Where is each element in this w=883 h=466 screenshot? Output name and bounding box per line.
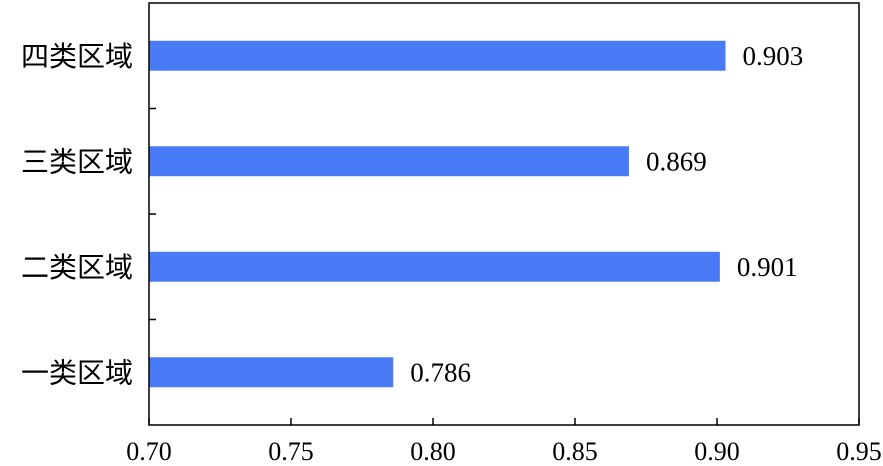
x-tick-label-5: 0.90 — [694, 437, 740, 466]
data-label-2: 0.869 — [646, 146, 707, 176]
category-label-2: 三类区域 — [21, 145, 133, 178]
x-tick-label-1: 0.70 — [126, 437, 172, 466]
bar-1 — [149, 40, 726, 71]
x-tick-label-3: 0.80 — [410, 437, 456, 466]
category-label-4: 一类区域 — [21, 356, 133, 389]
category-label-3: 二类区域 — [21, 251, 133, 284]
category-label-1: 四类区域 — [21, 40, 133, 73]
x-tick-label-2: 0.75 — [268, 437, 314, 466]
bar-2 — [149, 146, 629, 177]
x-tick-label-4: 0.85 — [552, 437, 598, 466]
data-label-4: 0.786 — [410, 357, 471, 387]
data-label-1: 0.903 — [743, 41, 804, 71]
bar-3 — [149, 251, 720, 282]
data-label-3: 0.901 — [737, 252, 798, 282]
bar-4 — [149, 357, 394, 388]
x-tick-label-6: 0.95 — [836, 437, 882, 466]
plot-frame — [148, 2, 860, 426]
